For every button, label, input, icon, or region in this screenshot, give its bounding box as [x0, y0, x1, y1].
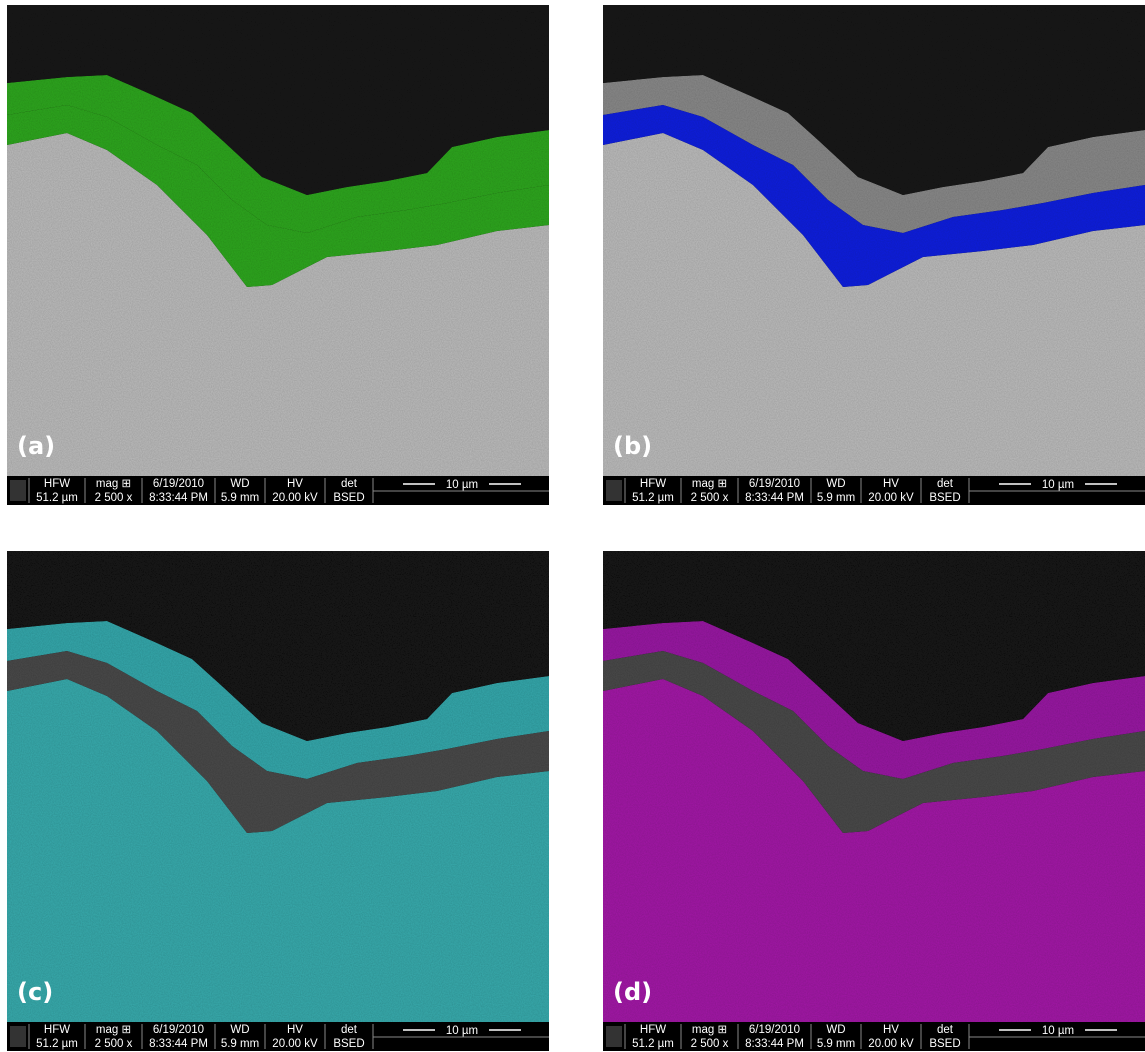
- scale-label: 10 µm: [446, 1025, 478, 1037]
- field-name: HFW: [640, 1024, 666, 1036]
- field-name: det: [937, 478, 954, 490]
- bar-icon: [10, 480, 26, 501]
- field-value: BSED: [929, 1038, 960, 1050]
- field-name: WD: [826, 1024, 845, 1036]
- field-value: 51.2 µm: [632, 492, 674, 504]
- sem-panel: (d) HFW 51.2 µm mag ⊞ 2 500 x 6/19/2010 8:33:4…: [603, 551, 1145, 1051]
- field-value: 51.2 µm: [36, 492, 78, 504]
- field-value: 20.00 kV: [868, 492, 914, 504]
- field-value: 2 500 x: [95, 1038, 133, 1050]
- micrograph: [603, 551, 1145, 1022]
- panel-label: (d): [613, 978, 652, 1006]
- panel-label: (c): [17, 978, 53, 1006]
- field-value: BSED: [333, 1038, 364, 1050]
- field-value: 51.2 µm: [36, 1038, 78, 1050]
- info-bar: HFW 51.2 µm mag ⊞ 2 500 x 6/19/2010 8:33:44 P…: [603, 476, 1145, 505]
- panel-label: (b): [613, 432, 652, 460]
- field-value: 51.2 µm: [632, 1038, 674, 1050]
- panel-label: (a): [17, 432, 55, 460]
- bar-icon: [10, 1026, 26, 1047]
- field-name: mag ⊞: [96, 1024, 131, 1036]
- field-name: 6/19/2010: [153, 478, 204, 490]
- figure: (a) HFW 51.2 µm mag ⊞ 2 500 x 6/19/2010 8:33:4…: [0, 0, 1145, 1052]
- field-name: HV: [883, 478, 899, 490]
- field-value: 20.00 kV: [868, 1038, 914, 1050]
- field-value: 5.9 mm: [817, 492, 855, 504]
- field-name: HFW: [44, 478, 70, 490]
- field-name: WD: [230, 1024, 249, 1036]
- field-value: 20.00 kV: [272, 492, 318, 504]
- field-name: mag ⊞: [692, 478, 727, 490]
- field-name: det: [341, 1024, 358, 1036]
- field-value: 8:33:44 PM: [149, 492, 208, 504]
- field-name: WD: [230, 478, 249, 490]
- info-bar: HFW 51.2 µm mag ⊞ 2 500 x 6/19/2010 8:33:44 P…: [7, 1022, 549, 1051]
- field-value: 8:33:44 PM: [745, 1038, 804, 1050]
- bar-icon: [606, 480, 622, 501]
- field-value: 5.9 mm: [817, 1038, 855, 1050]
- field-name: 6/19/2010: [749, 478, 800, 490]
- bar-icon: [606, 1026, 622, 1047]
- field-name: HV: [883, 1024, 899, 1036]
- scale-label: 10 µm: [1042, 1025, 1074, 1037]
- field-value: BSED: [929, 492, 960, 504]
- field-value: 5.9 mm: [221, 492, 259, 504]
- field-value: 2 500 x: [691, 1038, 729, 1050]
- scale-label: 10 µm: [1042, 479, 1074, 491]
- field-name: det: [341, 478, 358, 490]
- info-bar: HFW 51.2 µm mag ⊞ 2 500 x 6/19/2010 8:33:44 P…: [603, 1022, 1145, 1051]
- field-value: 8:33:44 PM: [149, 1038, 208, 1050]
- field-name: HFW: [640, 478, 666, 490]
- field-name: HV: [287, 1024, 303, 1036]
- field-name: mag ⊞: [96, 478, 131, 490]
- micrograph: [603, 5, 1145, 476]
- field-value: BSED: [333, 492, 364, 504]
- field-name: 6/19/2010: [749, 1024, 800, 1036]
- field-name: HFW: [44, 1024, 70, 1036]
- sem-panel: (c) HFW 51.2 µm mag ⊞ 2 500 x 6/19/2010 8:33:4…: [7, 551, 549, 1051]
- micrograph: [7, 5, 549, 476]
- field-name: det: [937, 1024, 954, 1036]
- field-name: WD: [826, 478, 845, 490]
- field-value: 2 500 x: [95, 492, 133, 504]
- field-value: 8:33:44 PM: [745, 492, 804, 504]
- field-value: 2 500 x: [691, 492, 729, 504]
- field-value: 20.00 kV: [272, 1038, 318, 1050]
- field-name: 6/19/2010: [153, 1024, 204, 1036]
- scale-label: 10 µm: [446, 479, 478, 491]
- sem-panel: (a) HFW 51.2 µm mag ⊞ 2 500 x 6/19/2010 8:33:4…: [7, 5, 549, 505]
- field-name: mag ⊞: [692, 1024, 727, 1036]
- sem-panel: (b) HFW 51.2 µm mag ⊞ 2 500 x 6/19/2010 8:33:4…: [603, 5, 1145, 505]
- field-value: 5.9 mm: [221, 1038, 259, 1050]
- micrograph: [7, 551, 549, 1022]
- info-bar: HFW 51.2 µm mag ⊞ 2 500 x 6/19/2010 8:33:44 P…: [7, 476, 549, 505]
- field-name: HV: [287, 478, 303, 490]
